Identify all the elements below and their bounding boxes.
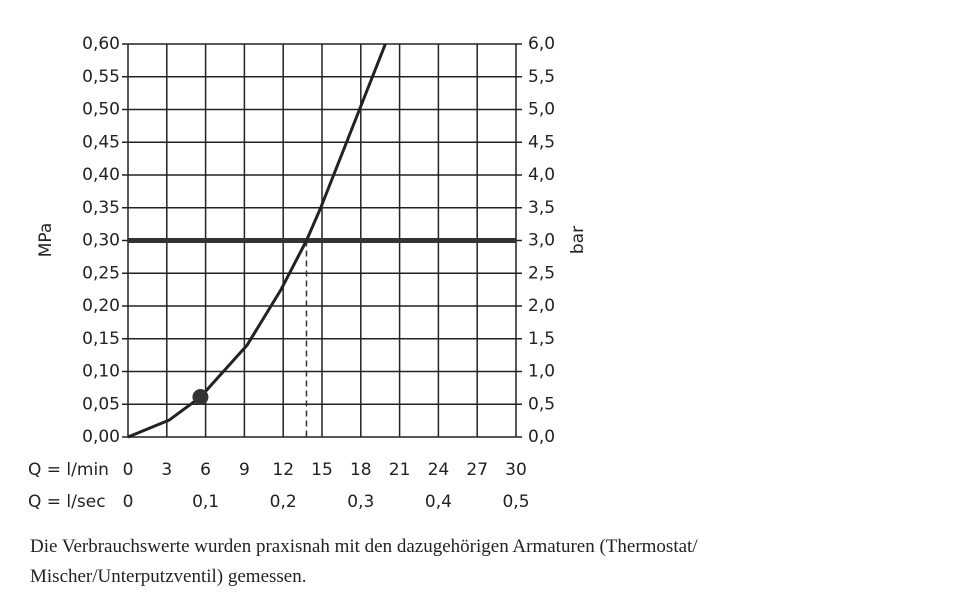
- y2-tick-label: 3,0: [528, 231, 555, 251]
- y-tick-label: 0,55: [82, 67, 120, 87]
- y2-tick-label: 3,5: [528, 198, 555, 218]
- y-axis-label: MPa: [36, 223, 56, 258]
- x-tick-label: 9: [239, 460, 250, 480]
- x-tick-label: 24: [428, 460, 450, 480]
- x-tick-label: 15: [311, 460, 333, 480]
- y2-tick-label: 0,5: [528, 394, 555, 414]
- y-tick-label: 0,20: [82, 296, 120, 316]
- y2-axis-label: bar: [568, 226, 588, 254]
- note-line: Die Verbrauchswerte wurden praxisnah mit…: [30, 536, 698, 557]
- x-tick-label: 18: [350, 460, 372, 480]
- x2-tick-label: 0,2: [270, 492, 297, 512]
- x2-tick-label: 0,5: [502, 492, 529, 512]
- y-tick-label: 0,40: [82, 165, 120, 185]
- y2-tick-label: 2,5: [528, 263, 555, 283]
- y2-tick-label: 6,0: [528, 34, 555, 54]
- y-tick-label: 0,00: [82, 427, 120, 447]
- x2-tick-label: 0: [123, 492, 134, 512]
- y2-tick-label: 4,5: [528, 132, 555, 152]
- x2-axis-label: Q = l/sec: [28, 492, 106, 512]
- y-tick-label: 0,30: [82, 231, 120, 251]
- x-tick-label: 6: [200, 460, 211, 480]
- x2-tick-label: 0,3: [347, 492, 374, 512]
- y2-tick-label: 0,0: [528, 427, 555, 447]
- x-axis-label: Q = l/min: [28, 460, 109, 480]
- y2-tick-label: 1,0: [528, 362, 555, 382]
- x2-tick-label: 0,1: [192, 492, 219, 512]
- x-tick-label: 27: [466, 460, 488, 480]
- x-tick-label: 3: [161, 460, 172, 480]
- curve: [127, 43, 387, 439]
- y2-tick-label: 1,5: [528, 329, 555, 349]
- x-tick-label: 12: [272, 460, 294, 480]
- x-tick-label: 0: [123, 460, 134, 480]
- y2-tick-label: 2,0: [528, 296, 555, 316]
- x2-tick-label: 0,4: [425, 492, 452, 512]
- y-tick-label: 0,50: [82, 100, 120, 120]
- x-tick-label: 21: [389, 460, 411, 480]
- x-tick-label: 30: [505, 460, 527, 480]
- y-tick-label: 0,35: [82, 198, 120, 218]
- y2-tick-label: 4,0: [528, 165, 555, 185]
- y-tick-label: 0,15: [82, 329, 120, 349]
- y2-tick-label: 5,5: [528, 67, 555, 87]
- y-tick-label: 0,60: [82, 34, 120, 54]
- y2-tick-label: 5,0: [528, 100, 555, 120]
- y-tick-label: 0,25: [82, 263, 120, 283]
- marker-point: [192, 389, 209, 406]
- y-tick-label: 0,45: [82, 132, 120, 152]
- note-line: Mischer/Unterputzventil) gemessen.: [30, 566, 306, 587]
- y-tick-label: 0,10: [82, 362, 120, 382]
- y-tick-label: 0,05: [82, 394, 120, 414]
